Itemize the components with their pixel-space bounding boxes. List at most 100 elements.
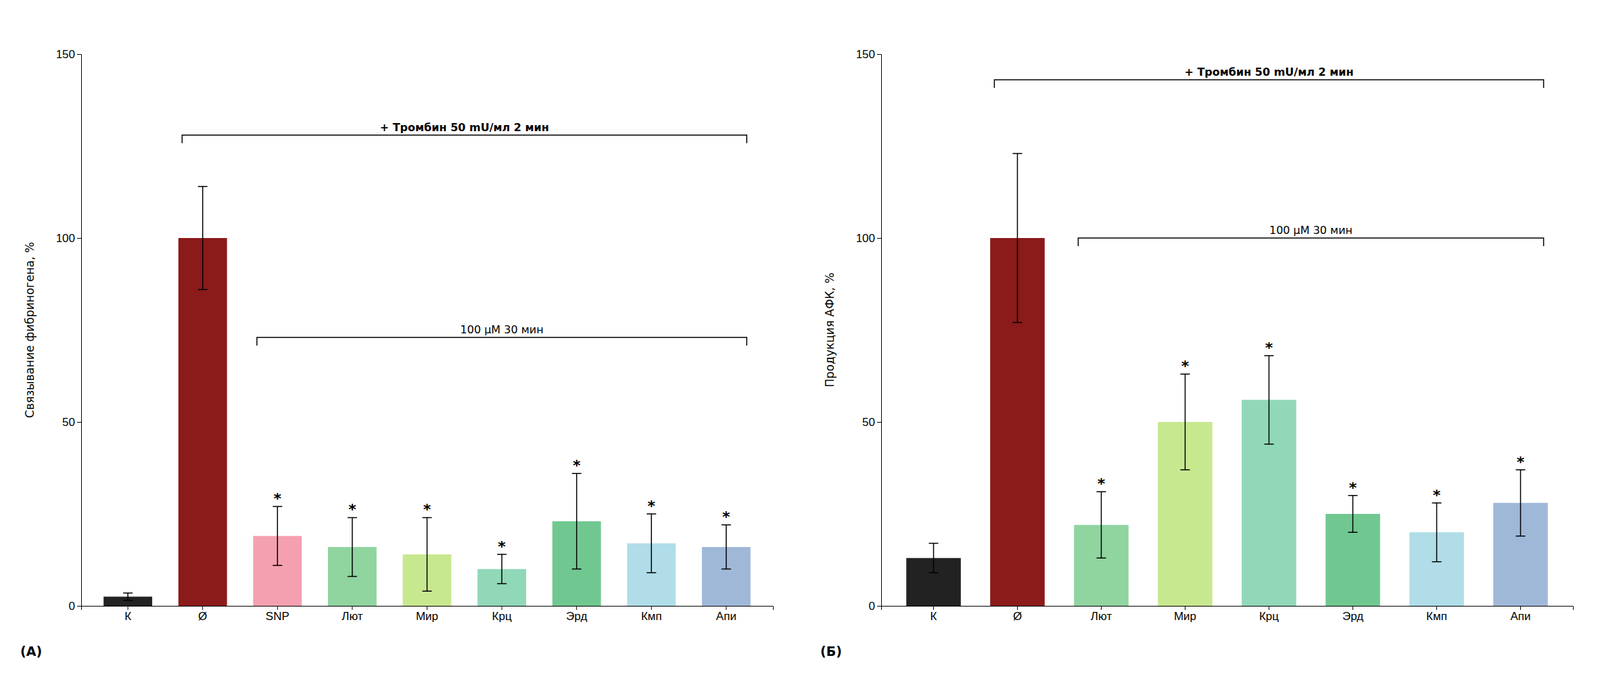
tick-label: 150 xyxy=(856,48,876,61)
significance-label: * xyxy=(497,538,506,556)
x-tick: Мир xyxy=(415,605,439,623)
x-tick: Крц xyxy=(492,605,512,623)
tick-mark xyxy=(877,421,882,423)
tick-label: Кмп xyxy=(1426,609,1448,623)
bracket xyxy=(181,135,747,144)
y-axis-title: Продукция АФК, % xyxy=(822,272,837,388)
x-tick: Кмп xyxy=(1426,605,1448,623)
tick-mark xyxy=(77,605,82,607)
error-bar xyxy=(1432,503,1442,562)
tick-label: 150 xyxy=(56,48,76,61)
panel: 0 50 100 150 К Ø Лют Мир Крц Эрд Кмп Апи * * * * * * + Тро… xyxy=(820,48,1574,659)
axis-line xyxy=(77,54,82,607)
tick-label: Эрд xyxy=(1342,609,1364,623)
significance-label: * xyxy=(1265,339,1274,357)
error-bar xyxy=(1516,469,1526,537)
x-tick: Кмп xyxy=(641,605,663,623)
x-tick: Эрд xyxy=(1342,605,1364,623)
significance-label: * xyxy=(1349,479,1358,497)
y-tick: 150 xyxy=(856,48,882,61)
significance-label: * xyxy=(1097,475,1106,493)
error-bar xyxy=(123,593,133,601)
panel: 050100150КØSNPЛютМирКрцЭрдКмпАпи*******+… xyxy=(20,48,774,659)
tick-mark xyxy=(877,54,882,55)
tick-label: Кмп xyxy=(641,609,663,623)
tick-label: 0 xyxy=(68,599,76,613)
significance-label: * xyxy=(348,501,357,519)
tick-label: Ø xyxy=(198,609,207,623)
chart-root: 0 50 100 150 К Ø SNP Лют Мир Крц Эрд Кмп Апи * * * * * * * +… xyxy=(0,0,1600,687)
tick-label: Мир xyxy=(415,609,439,623)
significance-label: * xyxy=(722,508,731,526)
y-axis-title: Связывание фибриногена, % xyxy=(22,242,37,418)
plot-area xyxy=(906,153,1548,606)
error-bar xyxy=(721,524,732,569)
bracket xyxy=(256,337,747,346)
plot-area xyxy=(103,186,751,606)
bar xyxy=(178,238,228,606)
y-tick: 0 xyxy=(868,599,882,613)
tick-label: К xyxy=(124,609,132,623)
annotation: + Тромбин 50 mU/мл 2 мин xyxy=(1184,65,1354,79)
tick-label: 0 xyxy=(868,599,876,613)
tick-label: Крц xyxy=(492,609,512,623)
x-tick: Лют xyxy=(341,605,364,623)
x-tick: Ø xyxy=(198,605,207,623)
y-tick: 150 xyxy=(56,48,82,61)
axis-line xyxy=(877,54,882,607)
significance-label: * xyxy=(273,490,282,508)
tick-mark xyxy=(877,605,882,607)
error-bar xyxy=(1264,355,1275,445)
significance-label: * xyxy=(1181,357,1190,375)
tick-label: Апи xyxy=(716,609,737,623)
tick-label: Лют xyxy=(341,609,364,623)
y-axis: 0 50 100 150 xyxy=(856,48,882,613)
tick-label: 50 xyxy=(862,415,876,429)
tick-label: Эрд xyxy=(566,609,587,623)
tick-label: Апи xyxy=(1510,609,1531,623)
x-tick: Ø xyxy=(1013,605,1022,623)
error-bar xyxy=(1096,491,1107,558)
tick-label: SNP xyxy=(265,609,290,623)
x-tick: SNP xyxy=(265,605,290,623)
error-bar xyxy=(347,517,358,577)
x-tick: Крц xyxy=(1259,605,1279,623)
error-bar xyxy=(929,543,939,574)
tick-label: К xyxy=(930,609,938,623)
y-axis: 0 50 100 150 xyxy=(56,48,82,613)
significance-label: * xyxy=(572,457,581,475)
significance-label: * xyxy=(647,497,656,515)
tick-label: Мир xyxy=(1173,609,1197,623)
y-tick: 100 xyxy=(856,231,882,245)
axis-line xyxy=(881,606,1574,611)
panel-label: (Б) xyxy=(820,643,842,659)
x-tick: Апи xyxy=(716,605,737,623)
tick-label: Крц xyxy=(1259,609,1279,623)
error-bar xyxy=(422,517,433,592)
error-bar xyxy=(497,554,507,585)
tick-label: 100 xyxy=(856,231,876,245)
tick-mark xyxy=(77,54,82,55)
tick-label: 100 xyxy=(56,231,76,245)
x-tick: Мир xyxy=(1173,605,1197,623)
significance-label: * xyxy=(1432,486,1442,504)
tick-label: Ø xyxy=(1013,609,1022,623)
error-bar xyxy=(1013,153,1023,323)
annotation: 100 μM 30 мин xyxy=(460,323,544,337)
tick-mark xyxy=(77,238,82,239)
error-bar xyxy=(1348,495,1358,533)
tick-mark xyxy=(877,238,882,239)
significance-label: * xyxy=(1516,453,1525,471)
tick-label: Лют xyxy=(1090,609,1113,623)
panel-label: (А) xyxy=(20,643,42,659)
error-bar xyxy=(198,186,208,290)
x-axis: К Ø SNP Лют Мир Крц Эрд Кмп Апи xyxy=(81,605,774,623)
annotation: + Тромбин 50 mU/мл 2 мин xyxy=(380,121,550,134)
error-bar xyxy=(646,513,656,573)
bracket xyxy=(1077,238,1544,247)
y-tick: 0 xyxy=(68,599,82,613)
x-tick: К xyxy=(124,605,132,623)
bracket xyxy=(994,79,1544,88)
x-tick: Эрд xyxy=(566,605,587,623)
tick-label: 50 xyxy=(62,415,76,429)
